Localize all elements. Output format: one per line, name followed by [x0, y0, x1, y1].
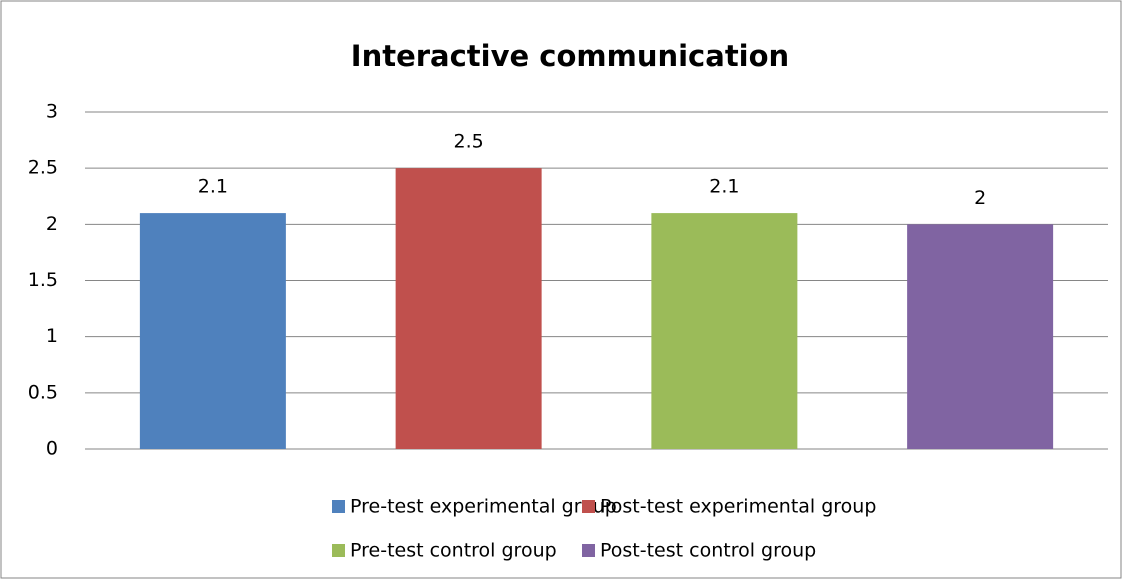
- y-tick-label: 1.5: [28, 269, 58, 291]
- bar: [139, 213, 286, 449]
- data-label: 2: [974, 187, 986, 209]
- legend-label: Pre-test experimental group: [350, 496, 617, 518]
- data-label: 2.1: [198, 176, 228, 198]
- y-tick-label: 0: [46, 438, 58, 460]
- bar: [395, 168, 542, 449]
- data-label: 2.1: [709, 176, 739, 198]
- y-tick-label: 3: [46, 101, 58, 123]
- y-tick-label: 0.5: [28, 381, 58, 403]
- y-tick-label: 2: [46, 213, 58, 235]
- bar: [907, 224, 1054, 449]
- chart-title: Interactive communication: [351, 39, 789, 73]
- legend-swatch: [332, 500, 345, 513]
- y-tick-label: 1: [46, 325, 58, 347]
- legend-label: Pre-test control group: [350, 540, 557, 562]
- legend-swatch: [582, 500, 595, 513]
- legend-label: Post-test experimental group: [600, 496, 876, 518]
- y-tick-label: 2.5: [28, 157, 58, 179]
- legend-label: Post-test control group: [600, 540, 816, 562]
- legend-swatch: [582, 544, 595, 557]
- data-label: 2.5: [454, 131, 484, 153]
- legend-swatch: [332, 544, 345, 557]
- bar: [651, 213, 798, 449]
